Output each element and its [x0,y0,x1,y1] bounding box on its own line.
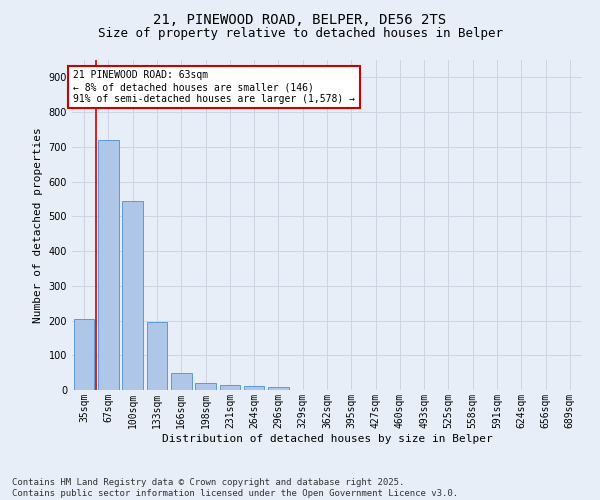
Text: 21 PINEWOOD ROAD: 63sqm
← 8% of detached houses are smaller (146)
91% of semi-de: 21 PINEWOOD ROAD: 63sqm ← 8% of detached… [73,70,355,104]
Bar [98,140,119,390]
Bar [195,383,216,390]
Text: Size of property relative to detached houses in Belper: Size of property relative to detached ho… [97,28,503,40]
Y-axis label: Number of detached properties: Number of detached properties [33,127,43,323]
Bar [171,374,191,390]
Text: 21, PINEWOOD ROAD, BELPER, DE56 2TS: 21, PINEWOOD ROAD, BELPER, DE56 2TS [154,12,446,26]
Bar [146,322,167,390]
Bar [268,387,289,390]
Bar [220,386,240,390]
Bar [122,200,143,390]
Text: Contains HM Land Registry data © Crown copyright and database right 2025.
Contai: Contains HM Land Registry data © Crown c… [12,478,458,498]
Bar [74,320,94,390]
Bar [244,386,265,390]
X-axis label: Distribution of detached houses by size in Belper: Distribution of detached houses by size … [161,434,493,444]
